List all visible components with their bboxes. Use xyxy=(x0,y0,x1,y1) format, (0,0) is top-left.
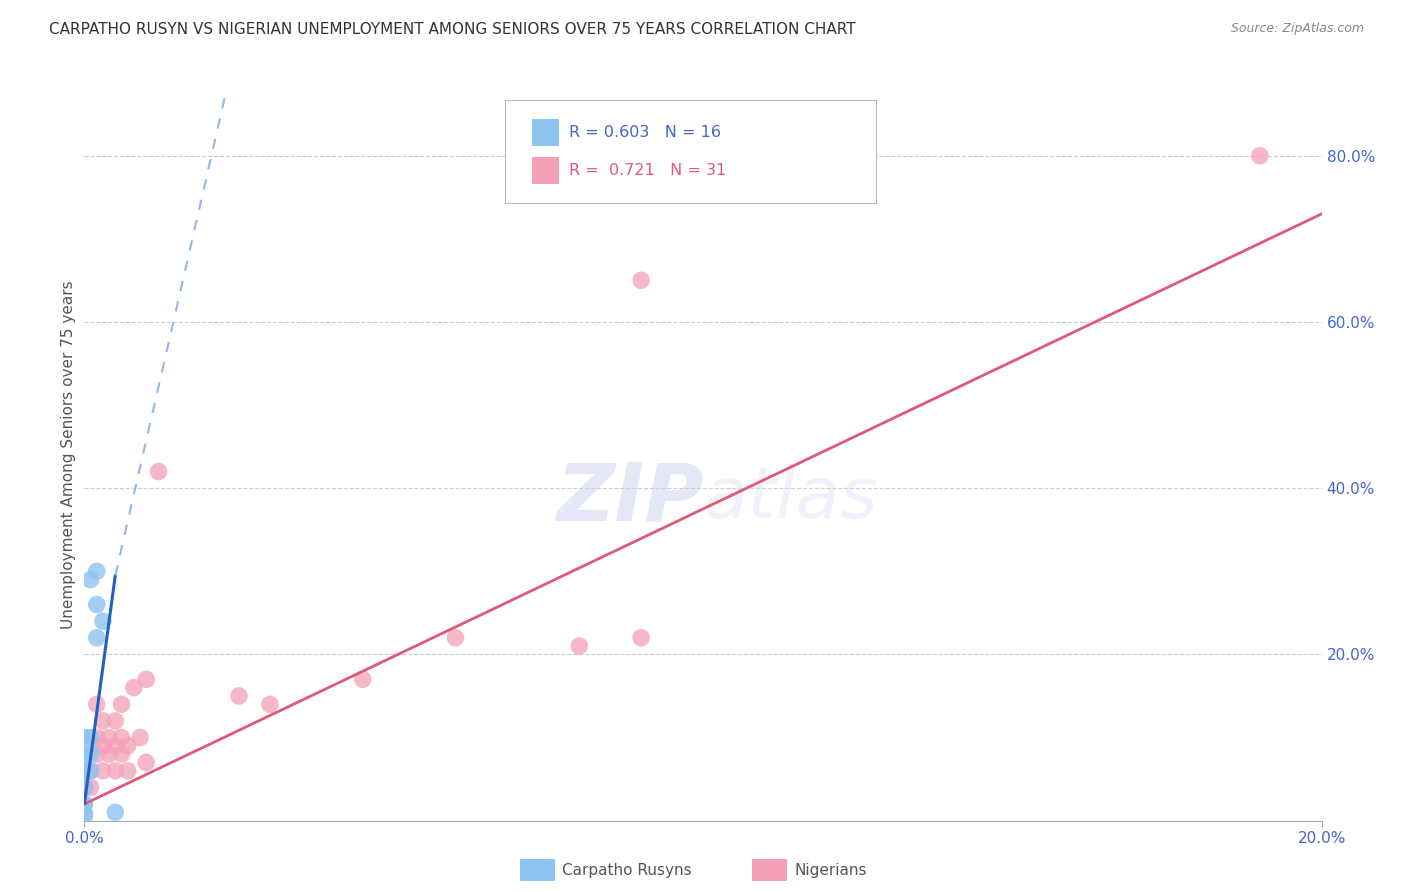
Point xyxy=(79,764,101,778)
Point xyxy=(104,739,127,753)
Point xyxy=(444,631,467,645)
Point xyxy=(91,614,114,628)
Point xyxy=(91,764,114,778)
Point xyxy=(79,573,101,587)
Point xyxy=(73,764,96,778)
Text: Source: ZipAtlas.com: Source: ZipAtlas.com xyxy=(1230,22,1364,36)
Point xyxy=(73,797,96,811)
Point xyxy=(568,639,591,653)
Point xyxy=(73,805,96,820)
Point xyxy=(73,747,96,761)
Point xyxy=(73,780,96,795)
Point xyxy=(86,731,108,745)
Point xyxy=(129,731,152,745)
Point xyxy=(228,689,250,703)
Point xyxy=(86,747,108,761)
Point xyxy=(104,714,127,728)
Point xyxy=(148,465,170,479)
Point xyxy=(110,731,132,745)
Point xyxy=(86,631,108,645)
Point xyxy=(104,764,127,778)
Point xyxy=(91,739,114,753)
FancyBboxPatch shape xyxy=(533,157,560,184)
Point xyxy=(86,598,108,612)
Point xyxy=(110,747,132,761)
Point xyxy=(352,673,374,687)
Point xyxy=(117,739,139,753)
Text: R = 0.603   N = 16: R = 0.603 N = 16 xyxy=(569,125,721,140)
Point xyxy=(79,780,101,795)
Point xyxy=(1249,149,1271,163)
Point xyxy=(135,756,157,770)
Text: Carpatho Rusyns: Carpatho Rusyns xyxy=(562,863,692,878)
Text: Nigerians: Nigerians xyxy=(794,863,868,878)
Point xyxy=(73,809,96,823)
Point xyxy=(630,273,652,287)
Point xyxy=(259,698,281,712)
Point xyxy=(98,731,121,745)
Point xyxy=(91,714,114,728)
Point xyxy=(86,564,108,578)
FancyBboxPatch shape xyxy=(533,120,560,145)
Point xyxy=(135,673,157,687)
Text: CARPATHO RUSYN VS NIGERIAN UNEMPLOYMENT AMONG SENIORS OVER 75 YEARS CORRELATION : CARPATHO RUSYN VS NIGERIAN UNEMPLOYMENT … xyxy=(49,22,856,37)
Point xyxy=(630,631,652,645)
Point xyxy=(79,747,101,761)
Point xyxy=(73,764,96,778)
Text: atlas: atlas xyxy=(703,465,877,533)
Point xyxy=(73,731,96,745)
Text: ZIP: ZIP xyxy=(555,459,703,538)
Point xyxy=(73,797,96,811)
Point xyxy=(110,698,132,712)
Point xyxy=(79,731,101,745)
Point xyxy=(104,805,127,820)
Point xyxy=(86,698,108,712)
FancyBboxPatch shape xyxy=(505,100,876,202)
Y-axis label: Unemployment Among Seniors over 75 years: Unemployment Among Seniors over 75 years xyxy=(60,281,76,629)
Point xyxy=(122,681,145,695)
Point xyxy=(79,764,101,778)
Point xyxy=(117,764,139,778)
Text: R =  0.721   N = 31: R = 0.721 N = 31 xyxy=(569,163,727,178)
Point xyxy=(73,780,96,795)
Point xyxy=(98,747,121,761)
